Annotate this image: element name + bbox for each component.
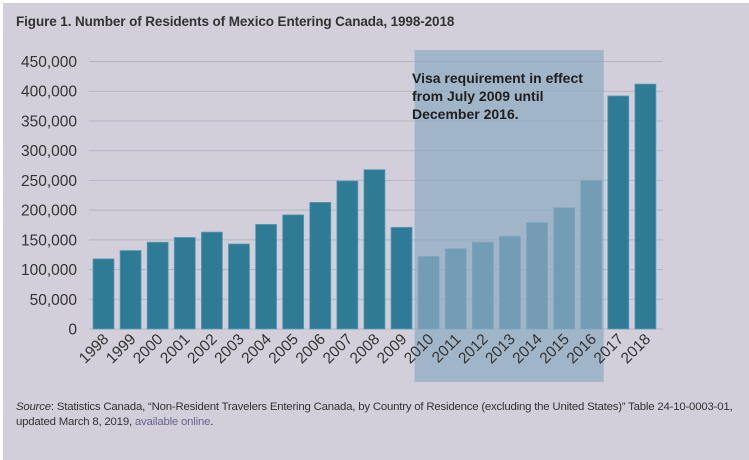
- y-tick-label: 200,000: [21, 203, 77, 220]
- x-tick-label: 2005: [266, 331, 302, 367]
- y-tick-label: 100,000: [21, 262, 77, 279]
- bar-2000: [146, 241, 169, 330]
- frame-border-left: [0, 0, 3, 460]
- bar-2006: [309, 201, 332, 330]
- x-tick-label: 2009: [374, 331, 410, 367]
- x-tick-label: 2004: [238, 331, 275, 368]
- visa-shaded-region: [414, 50, 604, 382]
- bar-1998: [92, 258, 115, 330]
- source-label: Source: [16, 401, 51, 413]
- bar-2002: [200, 231, 223, 330]
- y-tick-label: 400,000: [21, 84, 77, 101]
- bar-2004: [255, 223, 277, 330]
- y-tick-label: 300,000: [21, 143, 77, 160]
- annotation-line: December 2016.: [412, 106, 519, 122]
- x-tick-label: 2018: [618, 331, 654, 367]
- available-online-link[interactable]: available online: [134, 416, 211, 428]
- bar-2017: [607, 95, 630, 330]
- y-tick-label: 450,000: [21, 54, 77, 71]
- x-tick-label: 2000: [130, 331, 167, 368]
- bar-1999: [119, 250, 142, 330]
- annotation-line: from July 2009 until: [412, 88, 543, 104]
- y-axis-tick-labels: 0 50,000 100,000 150,000 200,000 250,000 300,0…: [21, 54, 77, 339]
- source-note: Source: Statistics Canada, “Non-Resident…: [16, 400, 741, 430]
- x-tick-label: 2006: [293, 331, 329, 367]
- bar-chart: 0 50,000 100,000 150,000 200,000 250,000 300,0…: [21, 50, 663, 382]
- figure-title: Figure 1. Number of Residents of Mexico …: [16, 14, 455, 29]
- bars: [92, 83, 657, 330]
- bar-2009: [390, 226, 413, 330]
- bar-2003: [228, 243, 250, 330]
- visa-annotation: Visa requirement in effect from July 2009…: [412, 70, 583, 122]
- x-tick-label: 1998: [76, 331, 112, 367]
- x-tick-label: 2008: [347, 331, 383, 367]
- bar-2005: [282, 214, 305, 330]
- frame-border-top: [0, 0, 749, 3]
- source-text: : Statistics Canada, “Non-Resident Trave…: [16, 401, 733, 428]
- annotation-line: Visa requirement in effect: [412, 70, 583, 86]
- y-tick-label: 350,000: [21, 113, 77, 130]
- y-tick-label: 0: [68, 322, 77, 339]
- shaded-region-rect: [414, 50, 604, 382]
- y-tick-label: 250,000: [21, 173, 77, 190]
- x-tick-label: 2007: [320, 331, 356, 367]
- bar-2001: [173, 237, 196, 330]
- x-tick-label: 2002: [184, 331, 220, 367]
- x-tick-label: 1999: [103, 331, 139, 367]
- bar-2007: [336, 180, 359, 330]
- source-end: .: [210, 416, 214, 428]
- bar-2018: [634, 83, 657, 330]
- bar-2008: [363, 169, 386, 330]
- y-tick-label: 50,000: [30, 292, 78, 309]
- x-tick-label: 2003: [211, 331, 247, 367]
- x-tick-label: 2001: [157, 331, 193, 367]
- y-tick-label: 150,000: [21, 232, 77, 249]
